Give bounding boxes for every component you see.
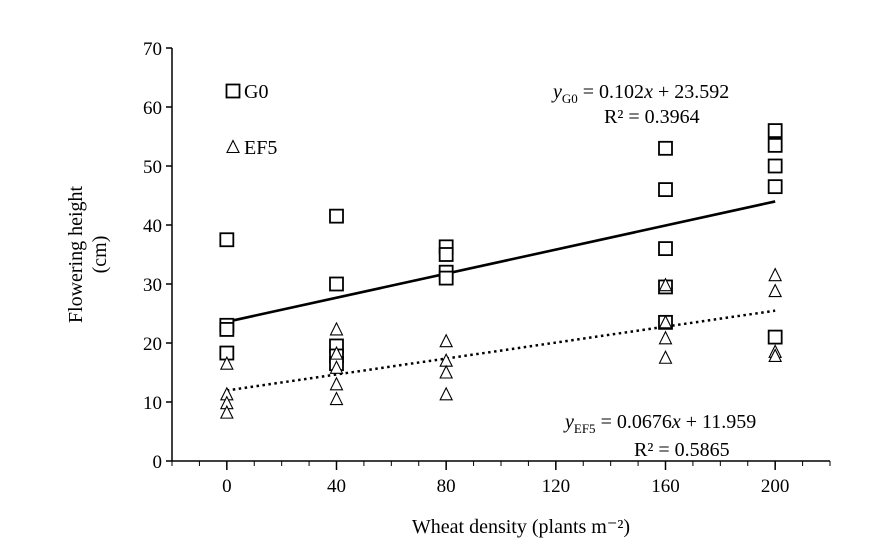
point-g0 (658, 182, 673, 198)
point-ef5 (439, 364, 454, 379)
point-ef5 (439, 333, 454, 348)
x-axis: 0 40 80 120 160 200 (171, 460, 831, 497)
point-ef5 (329, 360, 344, 374)
x-tick-label: 200 (761, 476, 790, 497)
point-g0 (658, 140, 673, 156)
point-ef5 (329, 345, 344, 360)
y-tick-label: 10 (143, 393, 162, 414)
r2-g0: R² = 0.3964 (604, 106, 700, 128)
y-axis: 0 10 20 30 40 50 60 70 (143, 39, 173, 473)
x-axis-title: Wheat density (plants m⁻²) (412, 516, 630, 538)
point-ef5 (219, 355, 234, 370)
point-ef5 (768, 267, 783, 282)
point-g0 (219, 232, 235, 248)
trendline-ef5 (226, 309, 776, 392)
x-tick-label: 80 (437, 476, 456, 497)
point-ef5 (329, 321, 344, 336)
point-ef5 (439, 386, 454, 401)
y-tick-label: 60 (143, 98, 162, 119)
point-ef5 (658, 350, 673, 364)
point-g0 (329, 276, 344, 292)
point-g0 (219, 322, 235, 337)
x-tick-label: 160 (651, 476, 680, 497)
y-axis-title: Flowering height (cm) (65, 185, 111, 323)
legend-marker-ef5 (226, 139, 240, 154)
y-tick-label: 30 (143, 275, 162, 296)
legend-label-ef5: EF5 (244, 137, 277, 159)
equation-ef5: yEF5 = 0.0676x + 11.959 (563, 411, 756, 436)
y-tick-label: 0 (153, 452, 163, 473)
point-ef5 (658, 277, 673, 292)
point-g0 (329, 208, 344, 224)
y-tick-label: 20 (143, 334, 162, 355)
legend: G0 EF5 (225, 81, 277, 159)
data-points (219, 123, 783, 419)
point-ef5 (329, 391, 344, 406)
point-g0 (767, 137, 783, 153)
trendlines (226, 200, 776, 392)
x-tick-label: 40 (327, 476, 346, 497)
point-g0 (658, 241, 673, 257)
equation-g0: yG0 = 0.102x + 23.592 (551, 81, 729, 106)
y-tick-label: 70 (143, 39, 162, 60)
point-ef5 (658, 330, 673, 345)
point-g0 (438, 247, 454, 262)
point-ef5 (219, 404, 234, 419)
point-ef5 (329, 376, 344, 391)
legend-marker-g0 (225, 83, 241, 99)
r2-ef5: R² = 0.5865 (634, 439, 730, 461)
point-g0 (767, 179, 783, 195)
legend-label-g0: G0 (244, 81, 268, 103)
x-tick-label: 120 (542, 476, 571, 497)
point-g0 (767, 123, 783, 138)
point-g0 (767, 158, 783, 174)
point-g0 (438, 270, 454, 286)
point-g0 (767, 329, 783, 345)
trendline-g0 (226, 200, 776, 324)
point-ef5 (768, 283, 783, 298)
x-tick-label: 0 (222, 476, 232, 497)
point-ef5 (768, 348, 783, 363)
y-tick-label: 50 (143, 157, 162, 178)
point-ef5 (658, 314, 673, 329)
y-tick-label: 40 (143, 216, 162, 237)
